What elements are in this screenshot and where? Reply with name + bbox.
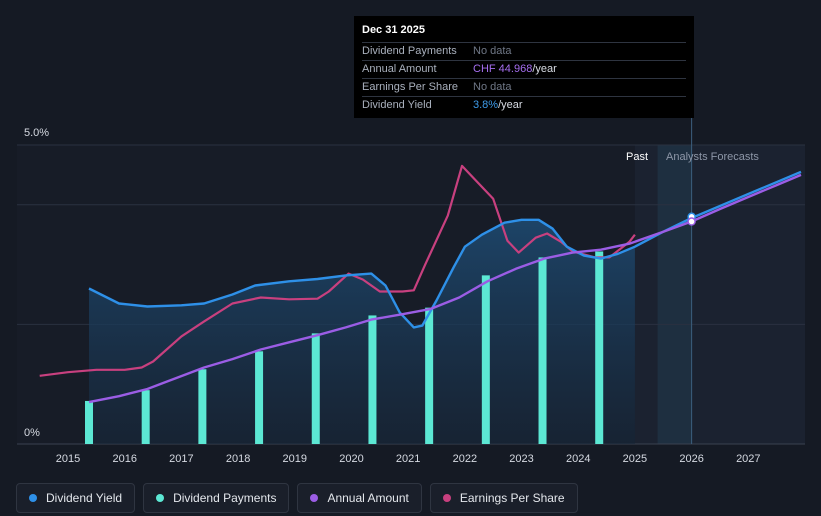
tooltip-label: Dividend Yield	[362, 99, 432, 111]
dividend-payment-bar	[141, 390, 150, 444]
x-tick-label: 2027	[736, 453, 760, 465]
legend-label: Annual Amount	[327, 491, 409, 505]
annual-amount-line	[88, 173, 802, 404]
dividend-yield-dot-icon	[29, 494, 37, 502]
x-tick-label: 2015	[56, 453, 80, 465]
x-tick-label: 2022	[453, 453, 477, 465]
earnings-per-share-line	[39, 164, 636, 377]
y-axis-bottom-label: 0%	[24, 427, 40, 439]
tooltip-label: Dividend Payments	[362, 45, 457, 57]
dividend-payment-bar	[481, 275, 490, 444]
x-tick-label: 2024	[566, 453, 590, 465]
tooltip-row-dividend-payments: Dividend Payments No data	[362, 43, 686, 61]
annual-amount-dot-icon	[310, 494, 319, 502]
legend-label: Dividend Yield	[46, 491, 123, 505]
forecast-label: Analysts Forecasts	[666, 151, 759, 163]
forecast-band	[657, 145, 692, 444]
legend-item-dividend-payments[interactable]: Dividend Payments	[143, 483, 290, 513]
earnings-per-share-dot-icon	[442, 494, 451, 502]
annual-amount-marker	[687, 217, 696, 226]
x-tick-label: 2025	[623, 453, 647, 465]
legend: Dividend Yield Dividend Payments Annual …	[16, 483, 578, 513]
x-tick-label: 2023	[509, 453, 533, 465]
tooltip-date: Dec 31 2025	[362, 22, 686, 43]
x-tick-label: 2018	[226, 453, 250, 465]
dividend-payment-bar	[368, 315, 377, 444]
x-tick-label: 2019	[283, 453, 307, 465]
x-tick-label: 2021	[396, 453, 420, 465]
dividend-payment-bar	[198, 369, 207, 444]
dividend-payment-bar	[595, 251, 604, 444]
legend-item-earnings-per-share[interactable]: Earnings Per Share	[429, 483, 578, 513]
tooltip-value: CHF 44.968	[473, 63, 533, 75]
tooltip-row-dividend-yield: Dividend Yield 3.8% /year	[362, 97, 686, 114]
dividend-yield-line	[88, 170, 802, 329]
x-tick-label: 2020	[339, 453, 363, 465]
tooltip-value: 3.8%	[473, 99, 499, 111]
x-tick-label: 2017	[169, 453, 193, 465]
dividend-payment-bar	[84, 400, 93, 444]
dividend-payment-bar	[255, 351, 264, 444]
y-axis-top-label: 5.0%	[24, 127, 49, 139]
tooltip-value: No data	[473, 45, 512, 57]
dividend-payment-bar	[538, 257, 547, 444]
tooltip-row-annual-amount: Annual Amount CHF 44.968 /year	[362, 61, 686, 79]
dividend-payment-bar	[311, 333, 320, 444]
legend-item-annual-amount[interactable]: Annual Amount	[297, 483, 422, 513]
tooltip-label: Annual Amount	[362, 63, 437, 75]
tooltip-value: No data	[473, 81, 512, 93]
x-tick-label: 2026	[679, 453, 703, 465]
legend-item-dividend-yield[interactable]: Dividend Yield	[16, 483, 136, 513]
legend-label: Earnings Per Share	[459, 491, 565, 505]
tooltip-unit: /year	[498, 99, 523, 111]
tooltip-row-earnings-per-share: Earnings Per Share No data	[362, 79, 686, 97]
tooltip-unit: /year	[532, 63, 557, 75]
dividend-payment-bar	[425, 307, 434, 444]
past-label: Past	[626, 151, 648, 163]
tooltip-label: Earnings Per Share	[362, 81, 458, 93]
dividend-payments-dot-icon	[156, 494, 165, 502]
x-tick-label: 2016	[112, 453, 136, 465]
legend-label: Dividend Payments	[173, 491, 277, 505]
tooltip: Dec 31 2025 Dividend Payments No data An…	[354, 16, 694, 118]
